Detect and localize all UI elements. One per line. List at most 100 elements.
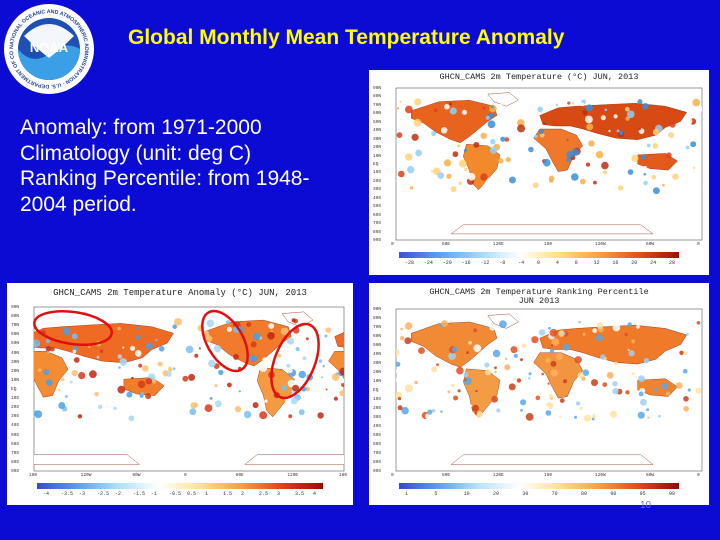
data-blob — [491, 395, 499, 403]
data-blob — [690, 141, 697, 148]
body-line: Climatology (unit: deg C) — [20, 141, 252, 165]
data-blob — [496, 334, 500, 338]
data-blob — [464, 378, 467, 382]
lon-tick-label: 180 — [544, 242, 553, 247]
data-blob — [487, 120, 496, 129]
lat-tick-label: 90S — [373, 238, 382, 243]
colorbar-tick-label: 3 — [277, 491, 281, 497]
data-blob — [672, 173, 679, 180]
data-blob — [679, 350, 684, 355]
lon-tick-label: 60W — [132, 473, 141, 478]
world-map — [395, 87, 703, 241]
data-blob — [104, 405, 110, 410]
data-blob — [543, 158, 551, 167]
data-blob — [509, 176, 516, 184]
lat-tick-label: EQ — [373, 388, 379, 393]
data-blob — [246, 322, 252, 328]
data-blob — [510, 399, 514, 402]
data-blob — [446, 173, 452, 179]
map-caption-line1: GHCN_CAMS 2m Temperature Ranking Percent… — [429, 287, 649, 297]
data-blob — [472, 404, 479, 412]
data-blob — [567, 101, 571, 105]
data-blob — [145, 378, 153, 385]
data-blob — [252, 402, 259, 409]
data-blob — [233, 354, 239, 360]
colorbar-tick-label: -24 — [423, 260, 433, 266]
data-blob — [476, 411, 483, 418]
colorbar — [37, 483, 323, 489]
highlight-circle-northamerica — [33, 310, 113, 346]
lat-tick-label: 20S — [373, 178, 382, 184]
data-blob — [500, 136, 506, 142]
data-blob — [71, 333, 78, 340]
colorbar-tick-label: -1.5 — [133, 491, 146, 497]
data-blob — [683, 406, 689, 412]
colorbar-tick-label: -16 — [461, 260, 471, 266]
data-blob — [259, 364, 268, 372]
colorbar-tick-label: 0 — [537, 260, 541, 266]
data-blob — [585, 115, 593, 124]
data-blob — [451, 383, 455, 388]
data-blob — [586, 123, 594, 131]
data-blob — [189, 408, 197, 416]
data-blob — [320, 330, 326, 336]
data-blob — [582, 369, 590, 376]
data-blob — [551, 344, 554, 347]
data-blob — [340, 378, 344, 384]
data-blob — [34, 339, 41, 348]
lon-tick-label: 0 — [697, 242, 700, 247]
data-blob — [401, 406, 409, 415]
data-blob — [562, 343, 570, 351]
data-blob — [591, 417, 595, 421]
colorbar-tick-label: -0.5 — [169, 491, 182, 497]
data-blob — [543, 122, 546, 125]
data-blob — [464, 167, 468, 171]
data-blob — [468, 341, 472, 345]
data-blob — [550, 369, 558, 377]
data-blob — [462, 109, 467, 115]
lat-tick-label: 20N — [373, 370, 382, 375]
lat-tick-label: 10N — [373, 379, 382, 384]
colorbar-tick-label: -2.5 — [97, 491, 110, 497]
data-blob — [625, 106, 630, 112]
data-blob — [662, 183, 665, 187]
data-blob — [331, 373, 340, 381]
data-blob — [642, 103, 649, 110]
data-blob — [628, 350, 635, 357]
data-blob — [131, 376, 134, 380]
data-blob — [288, 414, 293, 419]
data-blob — [152, 379, 157, 384]
data-blob — [606, 371, 614, 379]
lon-tick-label: 180 — [339, 473, 348, 478]
data-blob — [396, 361, 401, 367]
data-blob — [270, 330, 273, 333]
data-blob — [494, 366, 497, 370]
lat-tick-label: 80N — [11, 314, 20, 320]
data-blob — [534, 134, 538, 139]
data-blob — [397, 397, 402, 401]
data-blob — [234, 405, 242, 413]
data-blob — [466, 351, 469, 354]
data-blob — [467, 172, 476, 181]
data-blob — [396, 377, 401, 383]
data-blob — [259, 411, 268, 420]
data-blob — [50, 346, 55, 352]
data-blob — [194, 353, 199, 358]
data-blob — [549, 328, 558, 337]
data-blob — [405, 153, 413, 161]
lat-tick-label: 40S — [373, 424, 382, 429]
data-blob — [489, 104, 497, 113]
data-blob — [450, 186, 457, 193]
data-blob — [638, 127, 641, 131]
data-blob — [69, 380, 73, 384]
data-blob — [117, 326, 121, 331]
map-caption-line2: JUN 2013 — [518, 296, 560, 306]
data-blob — [305, 387, 308, 390]
lat-tick-label: 50N — [373, 343, 382, 348]
lat-tick-label: 70S — [11, 450, 20, 456]
data-blob — [604, 357, 607, 360]
temperature-map-panel: GHCN_CAMS 2m Temperature (°C) JUN, 2013 … — [369, 70, 709, 275]
data-blob — [496, 408, 501, 413]
continent-shape — [34, 454, 140, 465]
data-blob — [113, 406, 117, 410]
